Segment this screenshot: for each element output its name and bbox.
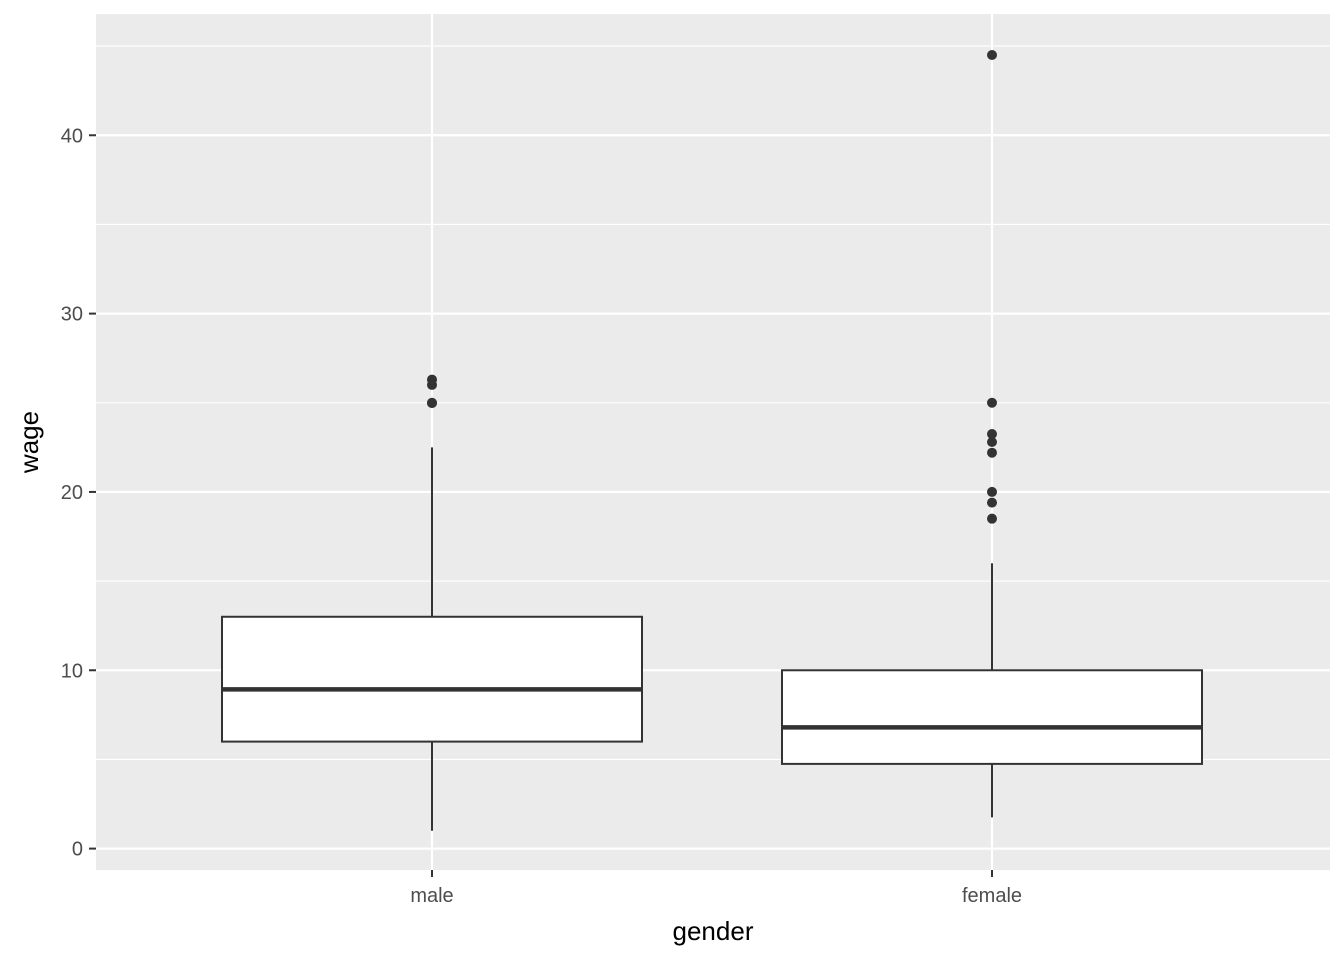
x-tick-label: female <box>962 885 1022 907</box>
outlier-point <box>427 397 437 408</box>
x-axis-title: gender <box>673 916 754 946</box>
y-tick-label: 30 <box>61 304 83 326</box>
iqr-box <box>221 615 643 743</box>
y-tick-label: 10 <box>61 660 83 682</box>
y-axis-title: wage <box>14 411 44 474</box>
outlier-point <box>987 50 997 61</box>
outlier-point <box>987 437 997 447</box>
box-male <box>221 374 643 831</box>
y-tick-label: 0 <box>72 839 83 861</box>
box-female <box>781 50 1203 818</box>
iqr-box <box>781 669 1203 765</box>
axis-layer: 0 10 20 30 40 male female <box>61 125 1022 907</box>
outlier-point <box>427 374 437 385</box>
box-layer <box>221 50 1203 831</box>
y-tick-label: 40 <box>61 125 83 147</box>
y-tick-label: 20 <box>61 482 83 504</box>
outlier-point <box>987 447 997 458</box>
outlier-point <box>987 428 997 439</box>
outlier-point <box>987 486 997 497</box>
outlier-point <box>987 513 997 524</box>
x-tick-label: male <box>410 885 453 907</box>
outlier-point <box>987 397 997 408</box>
outlier-point <box>987 497 997 508</box>
